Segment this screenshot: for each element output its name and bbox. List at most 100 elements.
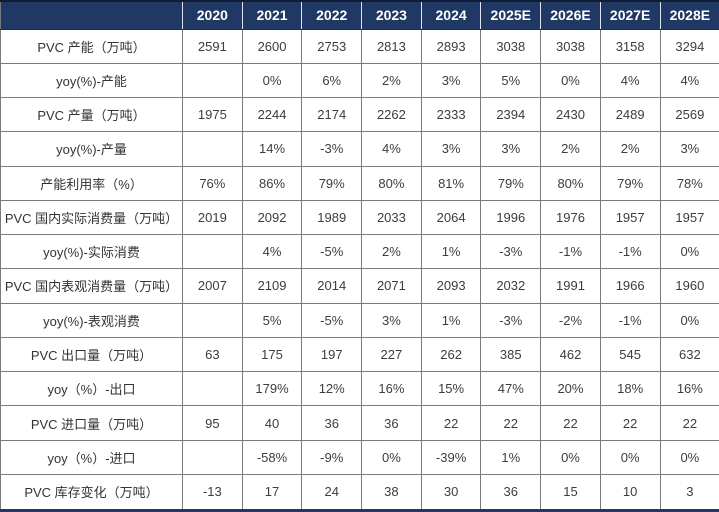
table-cell: 81% bbox=[420, 165, 482, 201]
row-label: yoy(%)-产能 bbox=[0, 62, 183, 99]
table-row: PVC 出口量（万吨） 63 175 197 227 262 385 462 545 632 bbox=[0, 336, 719, 373]
table-cell: 2% bbox=[361, 234, 422, 270]
table-cell: 2071 bbox=[361, 268, 422, 304]
table-cell: 1975 bbox=[182, 97, 243, 133]
year-column-header: 2022 bbox=[301, 1, 362, 30]
table-cell: 2174 bbox=[301, 97, 363, 133]
header-row: 2020 2021 2022 2023 2024 2025E 2026E 2027E 2028E bbox=[0, 1, 719, 30]
year-column-header: 2021 bbox=[241, 1, 302, 30]
table-cell: -3% bbox=[480, 302, 542, 338]
table-cell: 2262 bbox=[361, 97, 422, 133]
table-cell: 1% bbox=[420, 234, 482, 270]
table-cell: 3 bbox=[659, 473, 719, 512]
table-cell bbox=[182, 371, 243, 407]
table-cell: 79% bbox=[301, 165, 363, 201]
table-cell: 63 bbox=[182, 336, 243, 373]
table-cell: 0% bbox=[659, 439, 719, 475]
table-cell: 2% bbox=[540, 131, 601, 167]
table-cell: 3158 bbox=[599, 28, 661, 64]
table-row: PVC 进口量（万吨） 95 40 36 36 22 22 22 22 22 bbox=[0, 405, 719, 441]
table-cell bbox=[182, 62, 243, 99]
table-cell: 30 bbox=[420, 473, 482, 512]
table-cell: -3% bbox=[480, 234, 542, 270]
table-cell: 2489 bbox=[599, 97, 661, 133]
table-cell: 179% bbox=[241, 371, 303, 407]
table-cell: 36 bbox=[301, 405, 363, 441]
table-row: PVC 国内实际消费量（万吨） 2019 2092 1989 2033 2064 1996 1… bbox=[0, 199, 719, 236]
table-row: PVC 国内表观消费量（万吨） 2007 2109 2014 2071 2093 2032 1… bbox=[0, 268, 719, 304]
table-cell: 6% bbox=[301, 62, 363, 99]
table-cell: -13 bbox=[182, 473, 243, 512]
table-cell: 2333 bbox=[420, 97, 482, 133]
row-label: PVC 产量（万吨） bbox=[0, 97, 183, 133]
table-cell: 1976 bbox=[540, 199, 601, 236]
table-row: PVC 产量（万吨） 1975 2244 2174 2262 2333 2394 2430 24… bbox=[0, 97, 719, 133]
table-cell: 2064 bbox=[420, 199, 482, 236]
row-label: 产能利用率（%） bbox=[0, 165, 183, 201]
table-row: yoy（%）-出口 179% 12% 16% 15% 47% 20% 18% 16% bbox=[0, 371, 719, 407]
table-cell: 22 bbox=[599, 405, 661, 441]
row-label: PVC 进口量（万吨） bbox=[0, 405, 183, 441]
table-cell: 1960 bbox=[659, 268, 719, 304]
table-cell: 2813 bbox=[361, 28, 422, 64]
table-cell: 262 bbox=[420, 336, 482, 373]
table-cell: 80% bbox=[540, 165, 601, 201]
table-cell: 15 bbox=[540, 473, 601, 512]
table-cell: 22 bbox=[540, 405, 601, 441]
table-cell: -1% bbox=[599, 234, 661, 270]
table-cell: 0% bbox=[241, 62, 303, 99]
table-cell: 2014 bbox=[301, 268, 363, 304]
table-cell: 2% bbox=[599, 131, 661, 167]
table-cell: 0% bbox=[599, 439, 661, 475]
table-cell: 2007 bbox=[182, 268, 243, 304]
table-cell: 3% bbox=[420, 131, 482, 167]
table-row: PVC 库存变化（万吨） -13 17 24 38 30 36 15 10 3 bbox=[0, 473, 719, 512]
row-label: PVC 出口量（万吨） bbox=[0, 336, 183, 373]
table-cell: 1957 bbox=[599, 199, 661, 236]
year-column-header: 2025E bbox=[480, 1, 541, 30]
table-cell bbox=[182, 439, 243, 475]
table-cell: 22 bbox=[659, 405, 719, 441]
table-cell bbox=[182, 302, 243, 338]
table-cell: 2600 bbox=[241, 28, 303, 64]
table-header: 2020 2021 2022 2023 2024 2025E 2026E 2027E 2028E bbox=[0, 1, 719, 30]
table-cell: 2244 bbox=[241, 97, 303, 133]
table-cell: 38 bbox=[361, 473, 422, 512]
table-cell: 2% bbox=[361, 62, 422, 99]
table-cell: -58% bbox=[241, 439, 303, 475]
table-cell: -3% bbox=[301, 131, 363, 167]
table-cell: 3294 bbox=[659, 28, 719, 64]
row-label: yoy（%）-出口 bbox=[0, 371, 183, 407]
table-cell: 197 bbox=[301, 336, 363, 373]
table-cell: 2092 bbox=[241, 199, 303, 236]
table-cell: 86% bbox=[241, 165, 303, 201]
row-label: yoy(%)-产量 bbox=[0, 131, 183, 167]
table-cell: 5% bbox=[241, 302, 303, 338]
year-column-header: 2023 bbox=[361, 1, 422, 30]
table-cell: 0% bbox=[540, 62, 601, 99]
year-column-header: 2028E bbox=[659, 1, 719, 30]
table-cell: 2430 bbox=[540, 97, 601, 133]
table-cell: 0% bbox=[659, 302, 719, 338]
table-cell: -39% bbox=[420, 439, 482, 475]
table-cell: 16% bbox=[361, 371, 422, 407]
table-cell: 2591 bbox=[182, 28, 243, 64]
table-cell: -5% bbox=[301, 302, 363, 338]
table-cell: 1% bbox=[420, 302, 482, 338]
table-cell: 78% bbox=[659, 165, 719, 201]
table-cell: 2093 bbox=[420, 268, 482, 304]
row-label: yoy（%）-进口 bbox=[0, 439, 183, 475]
table-cell: 1% bbox=[480, 439, 542, 475]
table-cell: 12% bbox=[301, 371, 363, 407]
table-cell: 3% bbox=[361, 302, 422, 338]
table-cell: 24 bbox=[301, 473, 363, 512]
table-cell: 2394 bbox=[480, 97, 542, 133]
row-label: PVC 国内实际消费量（万吨） bbox=[0, 199, 183, 236]
table-cell: 3% bbox=[480, 131, 542, 167]
table-cell: 76% bbox=[182, 165, 243, 201]
table-cell: 2032 bbox=[480, 268, 542, 304]
table-cell: 47% bbox=[480, 371, 542, 407]
table-cell: 0% bbox=[361, 439, 422, 475]
table-cell: 0% bbox=[540, 439, 601, 475]
